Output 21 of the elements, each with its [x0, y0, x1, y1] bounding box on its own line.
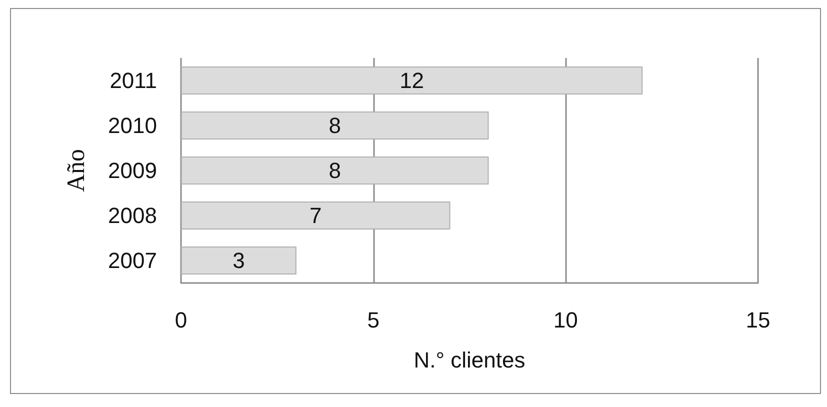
y-tick-label: 2007	[108, 248, 157, 273]
data-label: 3	[232, 248, 245, 273]
data-label: 7	[310, 203, 322, 228]
y-tick-label: 2010	[108, 113, 157, 138]
bar	[181, 112, 489, 140]
bar	[181, 156, 489, 184]
x-axis-title: N.° clientes	[414, 348, 526, 372]
data-label: 8	[328, 113, 341, 138]
x-tick-label: 10	[553, 308, 578, 332]
x-tick-label: 5	[367, 308, 380, 332]
bar	[181, 66, 643, 94]
y-tick-label: 2008	[108, 203, 157, 228]
x-tick-label: 0	[174, 308, 188, 332]
bar	[181, 246, 296, 274]
y-tick-label: 2009	[108, 158, 157, 183]
data-label: 12	[400, 68, 424, 93]
x-tick-label: 15	[746, 308, 770, 332]
y-axis-title: Año	[63, 148, 90, 192]
data-label: 8	[328, 158, 341, 183]
bar	[181, 202, 450, 230]
y-tick-label: 2011	[110, 68, 157, 93]
